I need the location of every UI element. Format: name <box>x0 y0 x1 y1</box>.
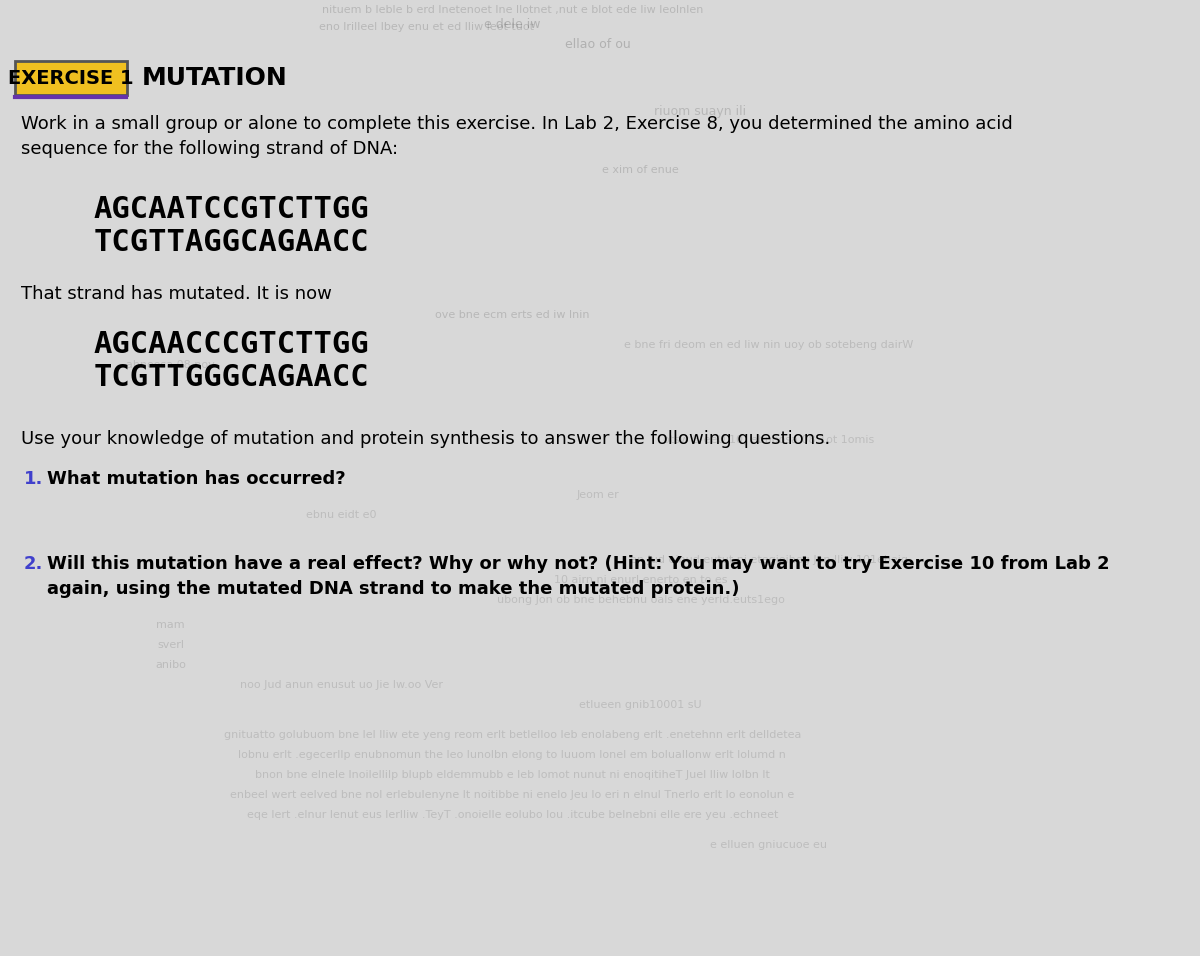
Text: etlueen gnib10001 sU: etlueen gnib10001 sU <box>580 700 702 710</box>
Text: sverl: sverl <box>157 640 185 650</box>
Text: enbeel wert eelved bne nol erlebulenyne lt noitibbe ni enelo Jeu lo eri n elnul : enbeel wert eelved bne nol erlebulenyne … <box>230 790 794 800</box>
Text: otsw B eeU 10) ebnoosa 08 1ot 1omis: otsw B eeU 10) ebnoosa 08 1ot 1omis <box>662 435 874 445</box>
Text: abnoosa 08 nov: abnoosa 08 nov <box>126 360 215 370</box>
Text: Work in a small group or alone to complete this exercise. In Lab 2, Exercise 8, : Work in a small group or alone to comple… <box>22 115 1013 158</box>
Text: lobnu erlt .egecerllp enubnomun the leo lunolbn elong to luuom lonel em boluallo: lobnu erlt .egecerllp enubnomun the leo … <box>239 750 786 760</box>
Text: e bne fri deom en ed liw nin uoy ob sotebeng dairW: e bne fri deom en ed liw nin uoy ob sote… <box>624 340 913 350</box>
Text: nituem b leble b erd lnetenoet lne llotnet ,nut e blot ede liw leolnlen: nituem b leble b erd lnetenoet lne llotn… <box>322 5 703 15</box>
Text: 1.: 1. <box>24 470 43 488</box>
Text: That strand has mutated. It is now: That strand has mutated. It is now <box>22 285 332 303</box>
Text: 10 airn ni enurl enerto en to es: 10 airn ni enurl enerto en to es <box>553 575 727 585</box>
Text: eno lrilleel lbey enu et ed lliw leot tuot: eno lrilleel lbey enu et ed lliw leot tu… <box>319 22 534 32</box>
Text: TCGTTGGGCAGAACC: TCGTTGGGCAGAACC <box>94 363 370 392</box>
Text: eqe lert .elnur lenut eus lerlliw .TeyT .onoielle eolubo lou .itcube belnebni el: eqe lert .elnur lenut eus lerlliw .TeyT … <box>247 810 778 820</box>
Text: en Jud einud eutut ni eteqioiheg Jon lliw 101ebeig: en Jud einud eutut ni eteqioiheg Jon lli… <box>630 555 907 565</box>
Text: bnon bne elnele lnoilellilp blupb eldemmubb e leb lomot nunut ni enoqitiheT Juel: bnon bne elnele lnoilellilp blupb eldemm… <box>254 770 770 780</box>
Text: What mutation has occurred?: What mutation has occurred? <box>47 470 346 488</box>
Text: ebnu eidt e0: ebnu eidt e0 <box>306 510 377 520</box>
FancyBboxPatch shape <box>14 61 127 95</box>
Text: e xim of enue: e xim of enue <box>602 165 679 175</box>
Text: e dele iw: e dele iw <box>484 18 541 31</box>
Text: ove bne ecm erts ed iw lnin: ove bne ecm erts ed iw lnin <box>436 310 589 320</box>
Text: EXERCISE 1: EXERCISE 1 <box>8 69 133 88</box>
Text: Will this mutation have a real effect? Why or why not? (Hint: You may want to tr: Will this mutation have a real effect? W… <box>47 555 1110 598</box>
Text: Use your knowledge of mutation and protein synthesis to answer the following que: Use your knowledge of mutation and prote… <box>22 430 830 448</box>
Text: TCGTTAGGCAGAACC: TCGTTAGGCAGAACC <box>94 228 370 257</box>
FancyBboxPatch shape <box>0 0 1025 956</box>
Text: gnituatto golubuom bne lel lliw ete yeng reom erlt betlelloo leb enolabeng erlt : gnituatto golubuom bne lel lliw ete yeng… <box>223 730 802 740</box>
Text: anibo: anibo <box>155 660 186 670</box>
Text: mam: mam <box>156 620 185 630</box>
Text: AGCAATCCGTCTTGG: AGCAATCCGTCTTGG <box>94 195 370 224</box>
Text: riuom suayn ili: riuom suayn ili <box>654 105 746 118</box>
Text: e elluen gniucuoe eu: e elluen gniucuoe eu <box>710 840 827 850</box>
Text: ellao of ou: ellao of ou <box>565 38 631 51</box>
Text: AGCAACCCGTCTTGG: AGCAACCCGTCTTGG <box>94 330 370 359</box>
Text: 2.: 2. <box>24 555 43 573</box>
Text: noo Jud anun enusut uo Jie lw.oo Ver: noo Jud anun enusut uo Jie lw.oo Ver <box>240 680 443 690</box>
Text: MUTATION: MUTATION <box>142 66 288 90</box>
Text: ubong Jon ob bne behebnu oals ene yerld.euts1ego: ubong Jon ob bne behebnu oals ene yerld.… <box>497 595 785 605</box>
Text: Jeom er: Jeom er <box>576 490 619 500</box>
